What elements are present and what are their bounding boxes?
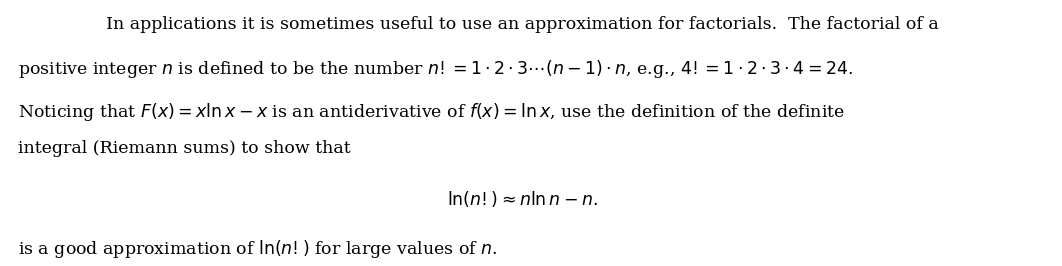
Text: integral (Riemann sums) to show that: integral (Riemann sums) to show that [18, 140, 350, 157]
Text: positive integer $n$ is defined to be the number $n! = 1 \cdot 2 \cdot 3 \cdots : positive integer $n$ is defined to be th… [18, 58, 854, 80]
Text: In applications it is sometimes useful to use an approximation for factorials.  : In applications it is sometimes useful t… [105, 16, 939, 33]
Text: $\ln(n!) \approx n\ln n - n.$: $\ln(n!) \approx n\ln n - n.$ [447, 189, 597, 209]
Text: Noticing that $F(x) = x\ln x - x$ is an antiderivative of $f(x) = \ln x$, use th: Noticing that $F(x) = x\ln x - x$ is an … [18, 101, 845, 123]
Text: is a good approximation of $\ln(n!)$ for large values of $n$.: is a good approximation of $\ln(n!)$ for… [18, 238, 498, 260]
